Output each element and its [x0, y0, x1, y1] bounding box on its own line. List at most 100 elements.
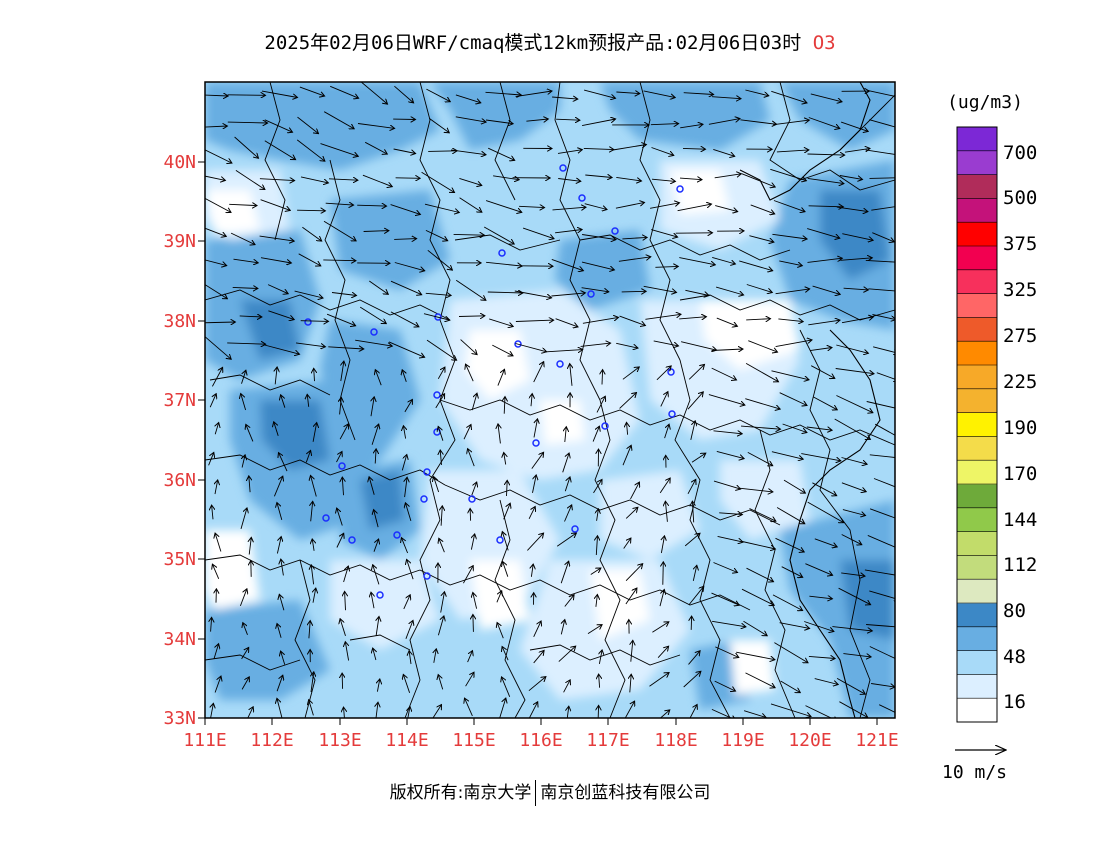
- wind-arrow-icon: [355, 339, 392, 346]
- wind-arrow-icon: [552, 97, 578, 99]
- wind-arrow-icon: [357, 205, 386, 206]
- wind-arrow-icon: [233, 258, 259, 263]
- wind-arrow-icon: [533, 362, 544, 383]
- wind-arrow-icon: [205, 227, 227, 236]
- wind-arrow-icon: [598, 705, 599, 718]
- chart-title: 2025年02月06日WRF/cmaq模式12km预报产品:02月06日03时 …: [0, 28, 1100, 55]
- wind-arrow-icon: [339, 424, 348, 440]
- wind-arrow-icon: [659, 478, 670, 494]
- wind-arrow-icon: [771, 451, 803, 460]
- wind-arrow-icon: [562, 453, 569, 473]
- wind-arrow-icon: [325, 203, 354, 205]
- wind-arrow-icon: [711, 367, 737, 380]
- wind-arrow-icon: [259, 235, 295, 241]
- wind-arrow-icon: [778, 319, 803, 322]
- wind-arrow-icon: [868, 288, 895, 292]
- wind-arrow-icon: [772, 233, 807, 239]
- legend-swatch: [957, 222, 997, 247]
- wind-arrow-icon: [779, 622, 810, 629]
- wind-arrow-icon: [390, 204, 421, 215]
- wind-arrow-icon: [739, 487, 773, 492]
- wind-arrow-icon: [441, 506, 442, 526]
- wind-arrow-icon: [625, 564, 643, 582]
- wind-arrow-icon: [215, 423, 219, 435]
- wind-arrow-icon: [205, 336, 232, 360]
- wind-arrow-icon: [205, 149, 232, 163]
- wind-arrow-icon: [564, 595, 574, 607]
- wind-arrow-icon: [371, 592, 374, 609]
- wind-arrow-icon: [434, 477, 440, 493]
- legend-swatch: [957, 317, 997, 342]
- wind-arrow-icon: [622, 237, 647, 239]
- wind-arrow-icon: [401, 538, 409, 554]
- wind-arrow-icon: [599, 674, 600, 688]
- wind-arrow-icon: [840, 258, 872, 261]
- wind-arrow-icon: [841, 572, 865, 576]
- wind-arrow-icon: [277, 698, 283, 718]
- wind-arrow-icon: [483, 226, 514, 244]
- wind-arrow-icon: [305, 450, 310, 463]
- wind-arrow-icon: [745, 363, 778, 381]
- wind-arrow-icon: [651, 147, 674, 156]
- wind-arrow-icon: [489, 318, 513, 327]
- lon-tick-label: 111E: [183, 730, 226, 751]
- latitude-axis: 40N 39N 38N 37N 36N 35N 34N 33N: [163, 152, 205, 729]
- wind-arrow-icon: [679, 257, 715, 265]
- legend-swatch: [957, 246, 997, 271]
- wind-arrow-icon: [533, 621, 541, 637]
- wind-arrow-icon: [277, 624, 282, 638]
- wind-arrow-icon: [773, 200, 805, 212]
- wind-arrow-icon: [865, 259, 895, 263]
- wind-arrow-icon: [779, 392, 807, 406]
- wind-arrow-icon: [556, 533, 576, 547]
- wind-arrow-icon: [711, 592, 740, 605]
- wind-arrow-icon: [328, 179, 358, 180]
- wind-arrow-icon: [373, 539, 379, 552]
- wind-arrow-icon: [557, 150, 582, 154]
- wind-arrow-icon: [393, 148, 416, 154]
- wind-arrow-icon: [264, 344, 300, 354]
- wind-arrow-icon: [344, 707, 345, 718]
- wind-arrow-icon: [597, 509, 599, 521]
- wind-arrow-icon: [596, 536, 597, 556]
- wind-arrow-icon: [649, 673, 670, 687]
- wind-arrow-icon: [808, 117, 840, 129]
- wind-arrow-icon: [264, 119, 293, 132]
- wind-arrow-icon: [807, 154, 845, 155]
- wind-arrow-icon: [274, 422, 279, 436]
- wind-arrow-icon: [688, 586, 704, 606]
- wind-arrow-icon: [487, 292, 523, 293]
- wind-arrow-icon: [342, 477, 343, 496]
- ozone-concentration-field: [205, 82, 895, 718]
- lat-tick-label: 37N: [163, 390, 196, 411]
- wind-arrow-icon: [810, 365, 835, 379]
- wind-arrow-icon: [772, 594, 803, 611]
- wind-arrow-icon: [745, 398, 780, 409]
- wind-arrow-icon: [808, 320, 840, 326]
- wind-arrow-icon: [227, 343, 266, 344]
- wind-arrow-icon: [312, 423, 317, 442]
- wind-arrow-icon: [683, 93, 714, 95]
- wind-arrow-icon: [564, 477, 570, 492]
- wind-arrow-icon: [241, 394, 247, 411]
- legend-label: 144: [1003, 509, 1037, 531]
- wind-arrow-icon: [838, 587, 871, 605]
- wind-arrow-icon: [276, 675, 283, 692]
- wind-arrow-icon: [780, 680, 801, 693]
- wind-arrow-icon: [281, 559, 284, 576]
- wind-arrow-icon: [616, 92, 639, 94]
- wind-arrow-icon: [622, 445, 631, 466]
- wind-arrow-icon: [741, 173, 776, 187]
- wind-arrow-icon: [298, 253, 321, 266]
- wind-arrow-icon: [437, 616, 444, 636]
- legend-label: 375: [1003, 233, 1037, 255]
- wind-arrow-icon: [866, 624, 895, 628]
- wind-arrow-icon: [743, 710, 766, 718]
- wind-arrow-icon: [651, 229, 677, 238]
- wind-arrow-icon: [488, 147, 515, 160]
- wind-arrow-icon: [369, 477, 375, 495]
- wind-arrow-icon: [323, 111, 354, 129]
- wind-arrow-icon: [809, 348, 832, 351]
- lon-tick-label: 114E: [385, 730, 428, 751]
- wind-arrow-icon: [363, 231, 389, 232]
